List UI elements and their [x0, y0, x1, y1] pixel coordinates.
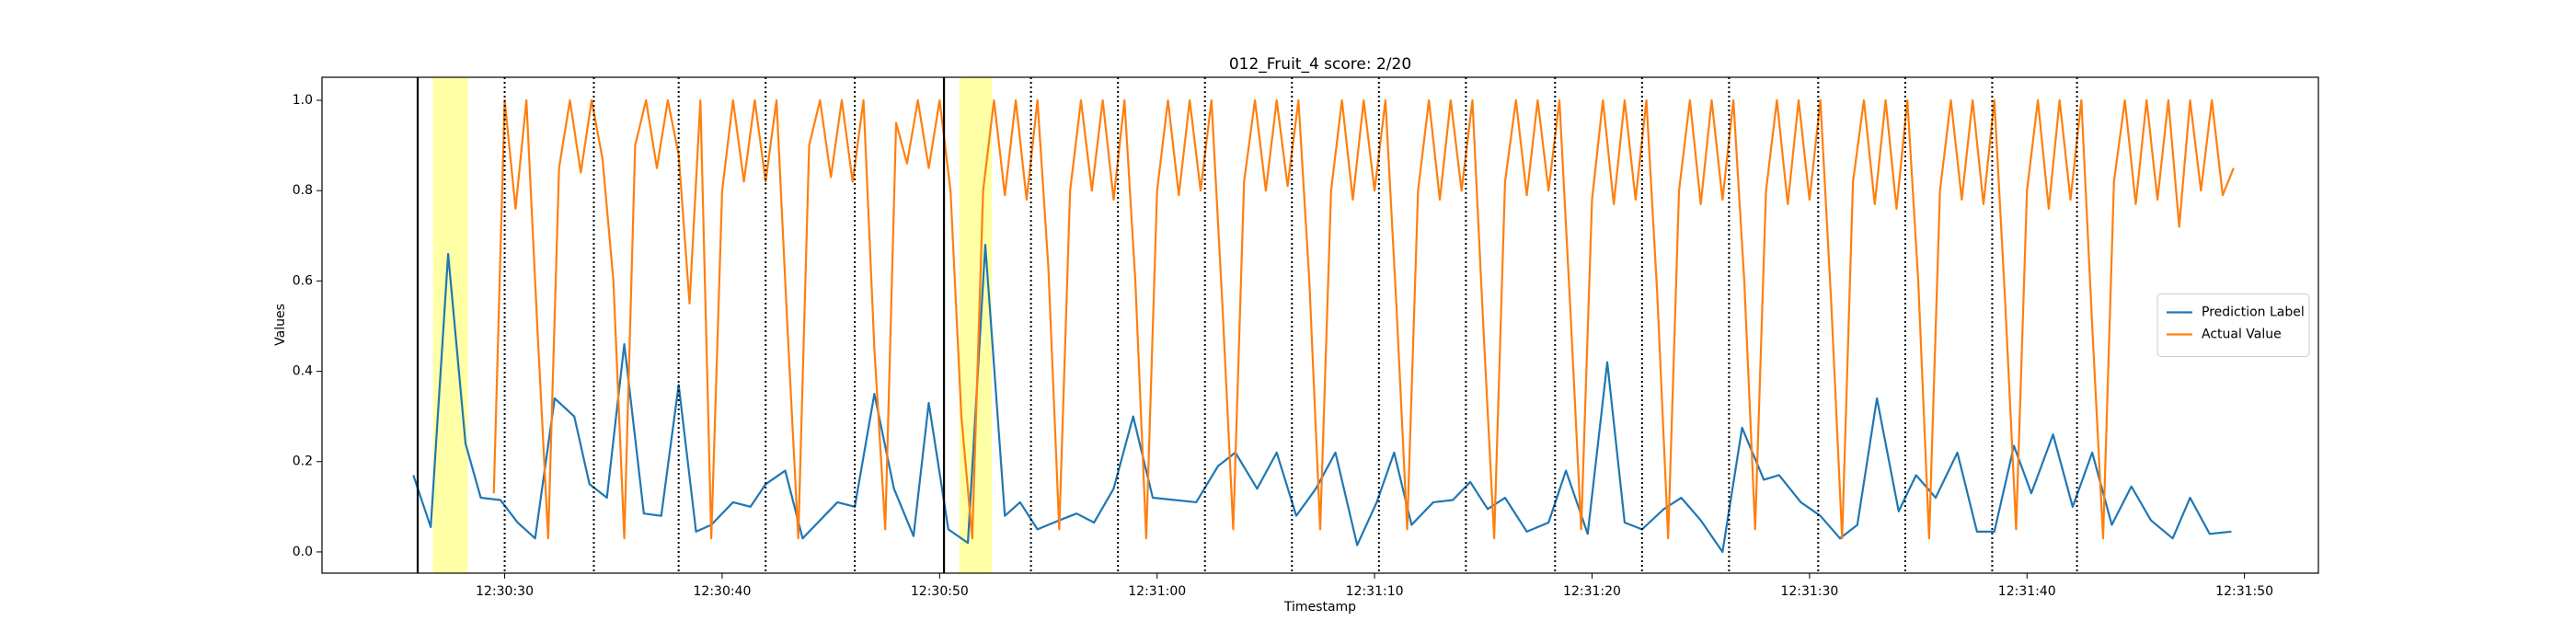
x-tick-label: 12:31:00	[1128, 584, 1186, 599]
x-tick-label: 12:30:50	[911, 584, 969, 599]
chart-title: 012_Fruit_4 score: 2/20	[1229, 55, 1411, 74]
y-tick-label: 0.4	[293, 364, 313, 379]
highlight-span	[432, 77, 468, 573]
x-axis-label: Timestamp	[1283, 600, 1356, 615]
legend: Prediction Label Actual Value	[2156, 293, 2310, 357]
series-line	[412, 244, 2232, 554]
plot-frame	[321, 76, 2319, 574]
y-tick-label: 0.6	[293, 273, 313, 288]
x-tick-label: 12:31:30	[1780, 584, 1838, 599]
y-tick-label: 1.0	[293, 93, 313, 108]
x-tick-label: 12:30:40	[694, 584, 752, 599]
x-tick-label: 12:31:20	[1563, 584, 1621, 599]
y-tick-label: 0.2	[293, 454, 313, 469]
y-axis-label: Values	[273, 304, 288, 346]
y-tick-label: 0.8	[293, 183, 313, 198]
series-line	[492, 98, 2235, 540]
x-tick-label: 12:31:40	[1998, 584, 2056, 599]
y-tick-label: 0.0	[293, 545, 313, 559]
legend-box	[2156, 293, 2310, 357]
legend-label: Actual Value	[2202, 328, 2282, 342]
x-tick-label: 12:31:50	[2215, 584, 2273, 599]
legend-label: Prediction Label	[2202, 305, 2305, 320]
x-tick-label: 12:31:10	[1346, 584, 1404, 599]
x-tick-label: 12:30:30	[476, 584, 534, 599]
